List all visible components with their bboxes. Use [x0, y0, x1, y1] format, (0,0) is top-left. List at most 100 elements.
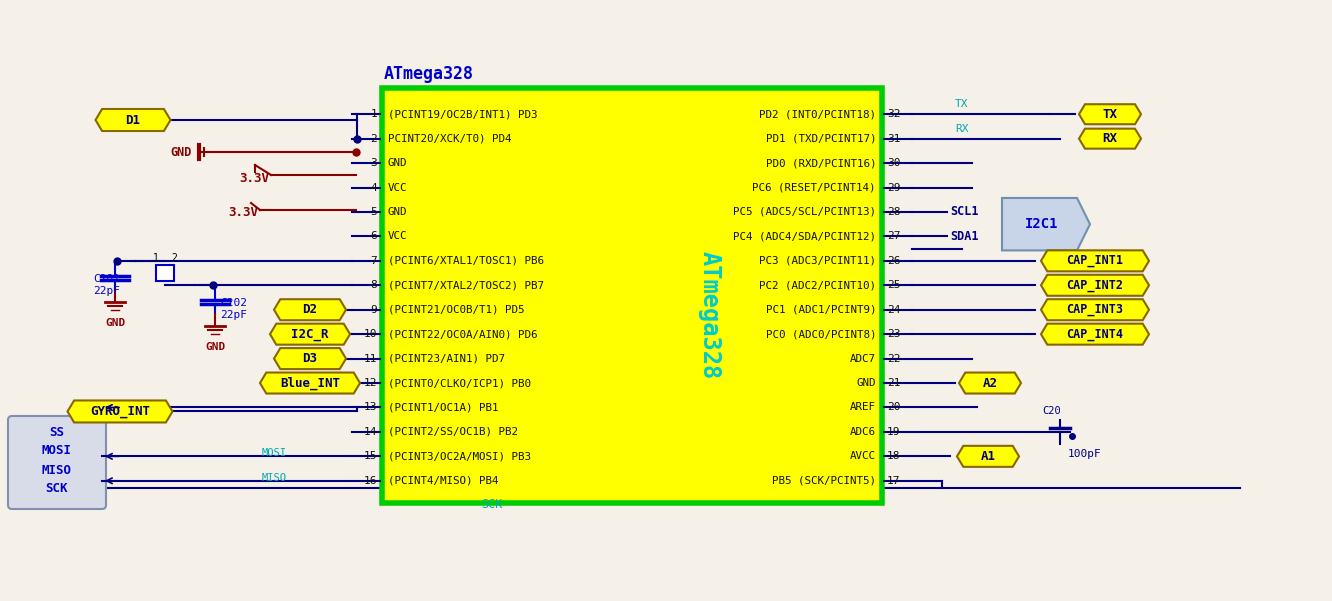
Text: 2: 2 — [370, 133, 377, 144]
Polygon shape — [1079, 129, 1142, 148]
Text: 18: 18 — [887, 451, 900, 462]
Text: 17: 17 — [887, 476, 900, 486]
Text: 12: 12 — [364, 378, 377, 388]
Text: I2C1: I2C1 — [1026, 217, 1059, 231]
Text: 29: 29 — [887, 183, 900, 192]
Text: ATmega328: ATmega328 — [698, 251, 722, 380]
Text: 25: 25 — [887, 280, 900, 290]
Text: 16: 16 — [364, 476, 377, 486]
Text: GYRO_INT: GYRO_INT — [91, 405, 151, 418]
Text: 10: 10 — [364, 329, 377, 339]
Text: (PCINT0/CLKO/ICP1) PB0: (PCINT0/CLKO/ICP1) PB0 — [388, 378, 531, 388]
Text: PD1 (TXD/PCINT17): PD1 (TXD/PCINT17) — [766, 133, 876, 144]
FancyBboxPatch shape — [8, 416, 107, 509]
Text: 4: 4 — [370, 183, 377, 192]
Text: C202: C202 — [220, 298, 246, 308]
FancyBboxPatch shape — [156, 265, 174, 281]
Text: SCL1: SCL1 — [950, 206, 979, 219]
Text: CAP_INT2: CAP_INT2 — [1067, 279, 1123, 291]
Text: 3.3V: 3.3V — [238, 171, 269, 185]
Text: (PCINT23/AIN1) PD7: (PCINT23/AIN1) PD7 — [388, 353, 505, 364]
Text: PC3 (ADC3/PCINT11): PC3 (ADC3/PCINT11) — [759, 256, 876, 266]
Text: PC2 (ADC2/PCINT10): PC2 (ADC2/PCINT10) — [759, 280, 876, 290]
Text: GND: GND — [105, 318, 125, 328]
Text: 7: 7 — [370, 256, 377, 266]
Polygon shape — [274, 348, 346, 369]
Text: GND: GND — [170, 145, 192, 159]
Text: 27: 27 — [887, 231, 900, 242]
Text: C20: C20 — [1043, 406, 1062, 416]
Text: (PCINT21/OC0B/T1) PD5: (PCINT21/OC0B/T1) PD5 — [388, 305, 525, 315]
Text: CAP_INT1: CAP_INT1 — [1067, 254, 1123, 267]
Polygon shape — [1002, 198, 1090, 251]
Text: (PCINT22/OC0A/AIN0) PD6: (PCINT22/OC0A/AIN0) PD6 — [388, 329, 538, 339]
Text: 22: 22 — [887, 353, 900, 364]
Text: D1: D1 — [125, 114, 140, 126]
Polygon shape — [274, 299, 346, 320]
Text: CAP_INT3: CAP_INT3 — [1067, 304, 1123, 316]
Text: 15: 15 — [364, 451, 377, 462]
Text: 26: 26 — [887, 256, 900, 266]
Text: MOSI: MOSI — [43, 445, 72, 457]
Text: 13: 13 — [364, 403, 377, 412]
Text: 23: 23 — [887, 329, 900, 339]
Text: (PCINT2/SS/OC1B) PB2: (PCINT2/SS/OC1B) PB2 — [388, 427, 518, 437]
Text: PC0 (ADC0/PCINT8): PC0 (ADC0/PCINT8) — [766, 329, 876, 339]
Text: SS: SS — [49, 426, 64, 439]
Text: 1: 1 — [370, 109, 377, 119]
Text: 22pF: 22pF — [93, 286, 120, 296]
Text: 19: 19 — [887, 427, 900, 437]
Text: AREF: AREF — [850, 403, 876, 412]
Text: 31: 31 — [887, 133, 900, 144]
Text: MOSI: MOSI — [262, 448, 286, 459]
Text: 9: 9 — [370, 305, 377, 315]
Text: SDA1: SDA1 — [950, 230, 979, 243]
Text: 21: 21 — [887, 378, 900, 388]
Text: 30: 30 — [887, 158, 900, 168]
Text: PCINT20/XCK/T0) PD4: PCINT20/XCK/T0) PD4 — [388, 133, 511, 144]
Text: 3.3V: 3.3V — [228, 207, 258, 219]
Text: PD2 (INT0/PCINT18): PD2 (INT0/PCINT18) — [759, 109, 876, 119]
Text: A1: A1 — [980, 450, 995, 463]
Text: SCK: SCK — [481, 498, 502, 511]
Text: GND: GND — [388, 158, 408, 168]
Text: RX: RX — [1103, 132, 1118, 145]
Text: (PCINT3/OC2A/MOSI) PB3: (PCINT3/OC2A/MOSI) PB3 — [388, 451, 531, 462]
Text: A2: A2 — [983, 377, 998, 389]
Text: GND: GND — [388, 207, 408, 217]
Polygon shape — [1042, 324, 1150, 344]
Text: AVCC: AVCC — [850, 451, 876, 462]
Text: PD0 (RXD/PCINT16): PD0 (RXD/PCINT16) — [766, 158, 876, 168]
Text: 2: 2 — [170, 253, 177, 263]
Text: VCC: VCC — [388, 183, 408, 192]
Text: I2C_R: I2C_R — [292, 328, 329, 341]
Text: D2: D2 — [302, 304, 317, 316]
Text: ADC7: ADC7 — [850, 353, 876, 364]
Text: (PCINT7/XTAL2/TOSC2) PB7: (PCINT7/XTAL2/TOSC2) PB7 — [388, 280, 543, 290]
Polygon shape — [1079, 104, 1142, 124]
Text: 22pF: 22pF — [220, 310, 246, 320]
Polygon shape — [956, 446, 1019, 467]
Text: (PCINT19/OC2B/INT1) PD3: (PCINT19/OC2B/INT1) PD3 — [388, 109, 538, 119]
Text: Blue_INT: Blue_INT — [280, 376, 340, 389]
Text: 14: 14 — [364, 427, 377, 437]
Text: ATmega328: ATmega328 — [384, 65, 474, 83]
Text: CAP_INT4: CAP_INT4 — [1067, 328, 1123, 341]
Text: 6: 6 — [370, 231, 377, 242]
Text: MISO: MISO — [43, 463, 72, 477]
Text: (PCINT6/XTAL1/TOSC1) PB6: (PCINT6/XTAL1/TOSC1) PB6 — [388, 256, 543, 266]
Polygon shape — [1042, 299, 1150, 320]
Text: C201: C201 — [93, 274, 120, 284]
Text: PC4 (ADC4/SDA/PCINT12): PC4 (ADC4/SDA/PCINT12) — [733, 231, 876, 242]
Polygon shape — [96, 109, 170, 131]
Polygon shape — [270, 324, 350, 344]
Text: 20: 20 — [887, 403, 900, 412]
Text: 28: 28 — [887, 207, 900, 217]
Text: GND: GND — [205, 343, 225, 352]
Polygon shape — [959, 373, 1022, 394]
Polygon shape — [260, 373, 360, 394]
FancyBboxPatch shape — [382, 88, 882, 503]
Text: 8: 8 — [370, 280, 377, 290]
Polygon shape — [1042, 275, 1150, 296]
Text: PC1 (ADC1/PCINT9): PC1 (ADC1/PCINT9) — [766, 305, 876, 315]
